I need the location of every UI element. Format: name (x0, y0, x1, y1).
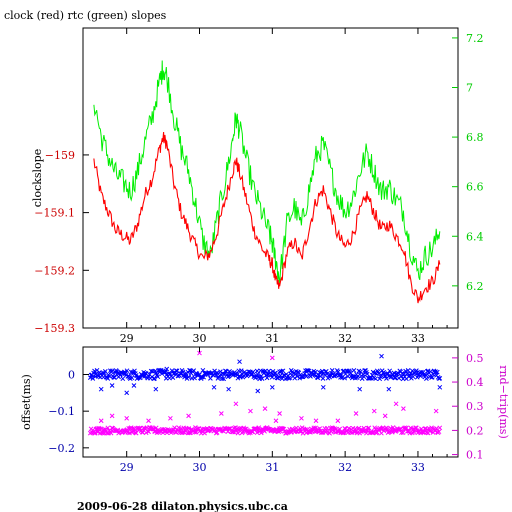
offset-point (237, 359, 242, 365)
roundtrip-point (371, 408, 377, 414)
y2-tick-label: 0.4 (466, 376, 484, 389)
top-plot-area: 29 30 31 32 33 −159 −159.1 −159.2 −159.3 6.2 6.4 6.… (34, 28, 484, 345)
roundtrip-point (353, 411, 359, 416)
roundtrip-point (168, 415, 173, 421)
y2-tick-label: 7 (466, 82, 473, 95)
offset-point (357, 386, 363, 392)
roundtrip-point (262, 406, 268, 412)
roundtrip-point (269, 355, 275, 361)
x-tick-label: 31 (265, 332, 279, 345)
roundtrip-point (299, 415, 304, 421)
offset-point (109, 383, 115, 388)
y2-tick-label: 0.1 (466, 449, 484, 462)
offset-point (124, 390, 130, 396)
y2-tick-label: 0.5 (466, 352, 484, 365)
x-tick-label: 29 (120, 332, 134, 345)
offset-point (164, 366, 170, 372)
x-tick-label: 31 (265, 461, 279, 474)
roundtrip-point (335, 418, 341, 424)
y-tick-label: −0.1 (48, 405, 75, 418)
footer-text: 2009-06-28 dilaton.physics.ubc.ca (77, 500, 288, 512)
y2-tick-label: 6.8 (466, 131, 484, 144)
bottom-plot-frame (82, 346, 459, 458)
series-rtc-line (93, 60, 441, 286)
x-tick-label: 33 (411, 461, 425, 474)
offset-point (226, 386, 231, 392)
roundtrip-point (401, 406, 406, 412)
series-clock-line (93, 131, 441, 304)
roundtrip-point (124, 415, 130, 421)
y-tick-label: 0 (68, 369, 75, 382)
y2-tick-label: 0.2 (466, 424, 484, 437)
offset-point (153, 386, 159, 392)
y2-tick-label: 6.4 (466, 230, 484, 243)
x-tick-label: 30 (193, 461, 207, 474)
top-plot-frame (82, 27, 459, 329)
bottom-plot-area: 29 30 31 32 33 0 −0.1 −0.2 0.1 0.2 0.3 0.4 0.5 (48, 347, 484, 474)
offset-point (379, 353, 384, 359)
roundtrip-point (98, 418, 104, 424)
x-tick-label: 30 (193, 332, 207, 345)
roundtrip-point (146, 418, 151, 424)
y2-tick-label: 6.6 (466, 181, 484, 194)
top-y-axis-label: clockslope (31, 149, 44, 207)
roundtrip-point (218, 411, 224, 416)
roundtrip-point (186, 413, 191, 419)
y-tick-label: −159.3 (34, 322, 75, 335)
offset-point (437, 384, 443, 390)
roundtrip-band (87, 425, 443, 436)
x-tick-label: 33 (411, 332, 425, 345)
x-tick-label: 32 (338, 461, 352, 474)
roundtrip-point (382, 413, 388, 419)
y-tick-label: −159.2 (34, 264, 75, 277)
y2-tick-label: 6.2 (466, 280, 484, 293)
chart-title: clock (red) rtc (green) slopes (4, 9, 167, 22)
offset-band (87, 367, 443, 382)
offset-point (211, 384, 217, 390)
offset-point (320, 384, 326, 390)
offset-point (98, 386, 104, 392)
offset-point (269, 384, 275, 390)
y-tick-label: −159 (45, 149, 75, 162)
y2-tick-label: 7.2 (466, 32, 484, 45)
offset-point (386, 386, 392, 392)
y2-tick-label: 0.3 (466, 400, 484, 413)
offset-point (131, 383, 137, 388)
x-tick-label: 32 (338, 332, 352, 345)
roundtrip-point (277, 411, 282, 416)
roundtrip-point (109, 413, 115, 419)
x-tick-label: 29 (120, 461, 134, 474)
y-tick-label: −159.1 (34, 207, 75, 220)
bottom-y-axis-label: offset(ms) (20, 374, 33, 430)
roundtrip-point (233, 401, 239, 407)
roundtrip-point (433, 408, 439, 414)
y-tick-label: −0.2 (48, 442, 75, 455)
roundtrip-point (248, 408, 253, 414)
bottom-y2-axis-label: rnd−trip(ms) (497, 365, 510, 439)
roundtrip-point (313, 418, 319, 424)
offset-point (255, 388, 261, 394)
roundtrip-point (197, 350, 202, 356)
roundtrip-point (273, 418, 279, 424)
roundtrip-point (393, 401, 399, 407)
